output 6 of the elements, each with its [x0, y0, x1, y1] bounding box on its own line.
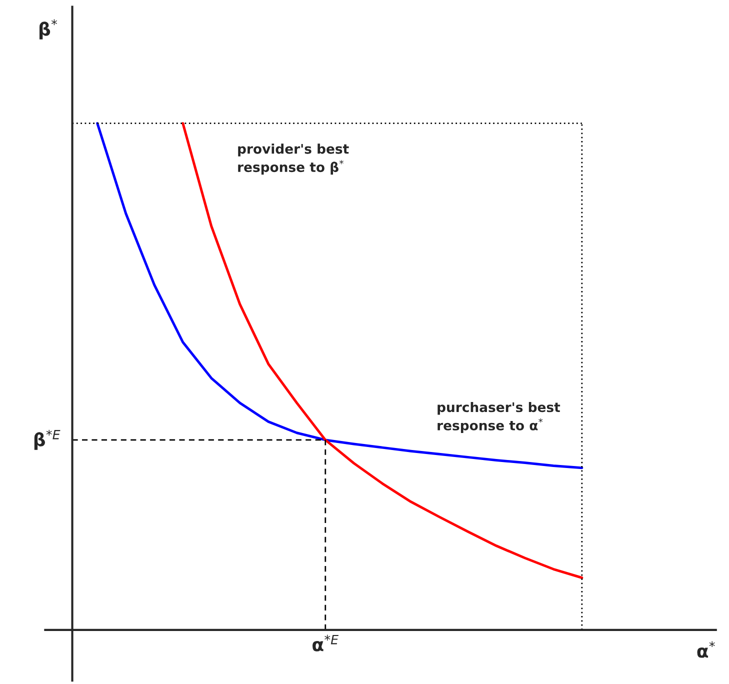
annotation: provider's best response to β$^{*}$: [238, 144, 349, 175]
text: α$^{*}$: [697, 641, 715, 658]
text: α$^{*E}$: [312, 634, 339, 652]
annotation: purchaser's best response to α$^{*}$: [438, 402, 560, 433]
ref-line-label: β$^{*E}$: [34, 430, 60, 450]
y-axis-title: β$^{*}$: [40, 19, 58, 40]
